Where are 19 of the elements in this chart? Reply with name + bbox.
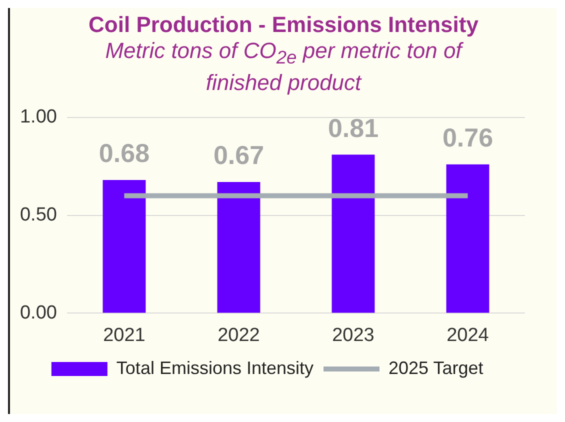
y-tick-label: 0.50 bbox=[20, 204, 57, 226]
y-tick-label: 0.00 bbox=[20, 302, 57, 324]
legend-label: 2025 Target bbox=[388, 358, 484, 378]
x-tick-label: 2022 bbox=[218, 325, 260, 346]
data-label: 0.68 bbox=[98, 138, 150, 169]
x-tick-label: 2023 bbox=[332, 325, 374, 346]
bar bbox=[217, 182, 260, 314]
data-label: 0.81 bbox=[328, 113, 379, 144]
x-tick-label: 2024 bbox=[446, 325, 490, 346]
chart-title: Coil Production - Emissions Intensity bbox=[88, 12, 480, 38]
chart-subtitle: Metric tons of CO$_{2e}$ per metric ton of finished product bbox=[104, 38, 464, 96]
legend-label: Total Emissions Intensity bbox=[116, 358, 314, 378]
y-tick-label: 1.00 bbox=[20, 107, 57, 128]
bar bbox=[102, 180, 146, 314]
x-tick-label: 2021 bbox=[103, 325, 146, 346]
data-label: 0.76 bbox=[442, 122, 494, 153]
data-label: 0.67 bbox=[213, 140, 264, 171]
bar bbox=[332, 154, 375, 314]
bar bbox=[446, 164, 490, 314]
